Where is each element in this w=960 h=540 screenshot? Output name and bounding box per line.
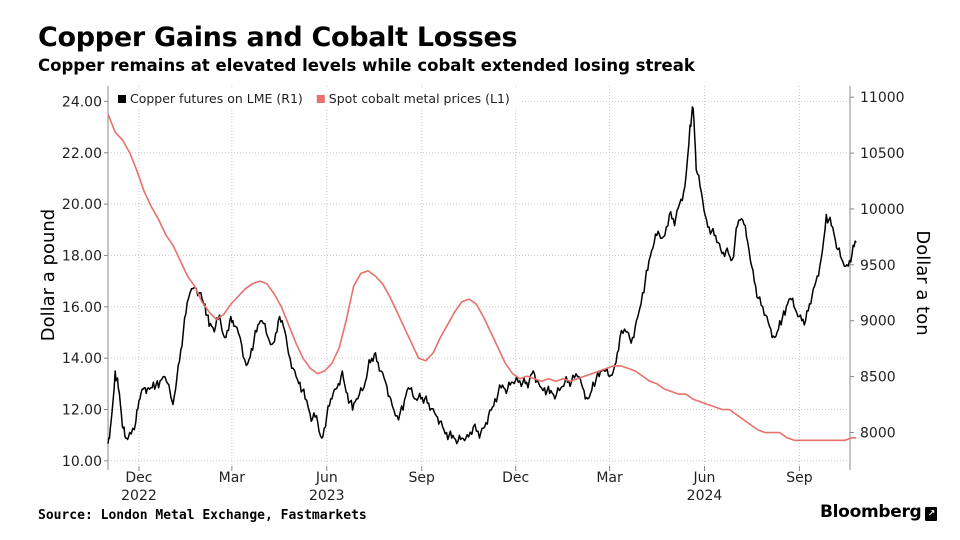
x-tick-label: Jun <box>693 470 716 486</box>
axis-ticks: 10.00 12.00 14.00 16.00 18.00 20.00 22.00 24.00… <box>62 90 905 504</box>
brand-logo: Bloomberg ↗ <box>820 502 938 522</box>
right-tick-label: 10500 <box>860 146 905 162</box>
right-tick-label: 10000 <box>860 202 905 218</box>
x-tick-label: Dec <box>502 470 529 486</box>
left-tick-label: 20.00 <box>62 197 102 213</box>
left-tick-label: 22.00 <box>62 146 102 162</box>
grid-lines <box>107 86 851 470</box>
source-note: Source: London Metal Exchange, Fastmarke… <box>38 508 367 523</box>
brand-mark-icon: ↗ <box>925 507 938 521</box>
x-tick-label: Jun <box>315 470 338 486</box>
left-tick-label: 10.00 <box>62 454 102 470</box>
cobalt-series-line <box>107 113 857 442</box>
x-tick-label: Sep <box>786 470 813 486</box>
x-tick-label: Dec <box>125 470 152 486</box>
brand-name: Bloomberg <box>820 502 922 522</box>
right-tick-label: 9500 <box>860 258 896 274</box>
x-year-label: 2022 <box>121 488 157 504</box>
legend-swatch-cobalt <box>316 95 325 103</box>
copper-series-line <box>107 106 857 445</box>
left-tick-label: 18.00 <box>62 248 102 264</box>
chart-title: Copper Gains and Cobalt Losses <box>38 22 518 53</box>
legend-background <box>110 88 520 110</box>
legend-label-copper: Copper futures on LME (R1) <box>130 91 303 106</box>
chart-subtitle: Copper remains at elevated levels while … <box>38 56 695 75</box>
legend: Copper futures on LME (R1) Spot cobalt me… <box>110 88 520 110</box>
x-year-label: 2024 <box>687 488 723 504</box>
x-tick-label: Mar <box>596 470 623 486</box>
right-tick-label: 8500 <box>860 370 896 386</box>
right-tick-label: 11000 <box>860 90 905 106</box>
legend-label-cobalt: Spot cobalt metal prices (L1) <box>329 91 510 106</box>
x-tick-label: Mar <box>219 470 246 486</box>
series-lines <box>107 106 857 445</box>
left-axis-title: Dollar a pound <box>38 209 59 341</box>
left-tick-label: 12.00 <box>62 403 102 419</box>
right-axis-title: Dollar a ton <box>912 230 933 335</box>
left-tick-label: 14.00 <box>62 351 102 367</box>
x-year-label: 2023 <box>309 488 345 504</box>
x-tick-label: Sep <box>409 470 436 486</box>
left-tick-label: 24.00 <box>62 94 102 110</box>
left-tick-label: 16.00 <box>62 300 102 316</box>
right-tick-label: 8000 <box>860 425 896 441</box>
right-tick-label: 9000 <box>860 314 896 330</box>
legend-swatch-copper <box>118 95 126 103</box>
